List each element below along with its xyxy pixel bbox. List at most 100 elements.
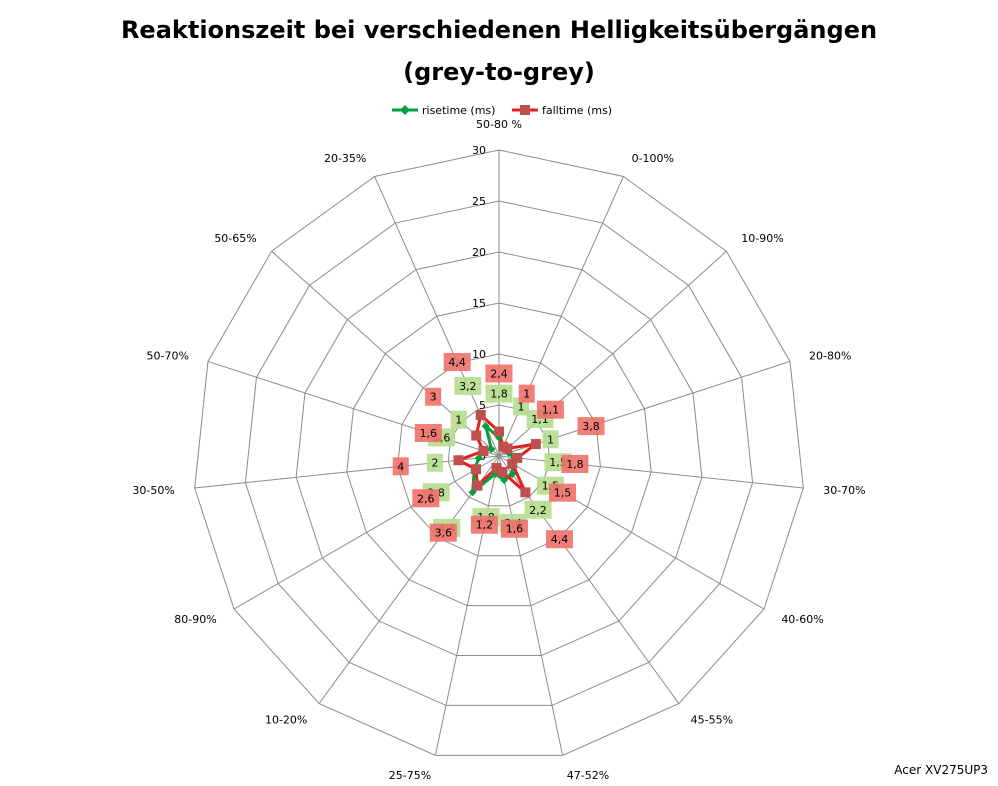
data-label-bg-risetime [454, 376, 482, 395]
data-label-risetime: 1 [455, 414, 462, 427]
grid-spoke-11 [194, 455, 500, 489]
grid-spoke-10 [233, 455, 500, 610]
data-point-falltime [507, 458, 518, 469]
data-label-bg-falltime [577, 417, 605, 436]
tick-label: 25 [472, 195, 486, 208]
category-label: 45-55% [691, 714, 733, 727]
category-label: 25-75% [389, 769, 431, 782]
tick-label: 20 [472, 246, 486, 259]
data-label-falltime: 1,1 [542, 404, 560, 417]
data-label-bg-falltime [470, 515, 498, 534]
data-label-bg-falltime [392, 457, 409, 476]
data-label-bg-falltime [425, 387, 442, 406]
category-label: 20-80% [809, 349, 851, 362]
data-point-falltime [512, 452, 523, 463]
data-point-risetime [508, 470, 517, 479]
data-point-risetime [500, 475, 509, 484]
radar-grid [194, 149, 804, 756]
data-series: 1,811,111,51,52,22,41,84,42,821,613,22,4… [392, 353, 605, 549]
tick-label: 5 [479, 399, 486, 412]
data-label-falltime: 4,4 [551, 533, 569, 546]
tick-label: 10 [472, 348, 486, 361]
chart-title-line1: Reaktionszeit bei verschiedenen Helligke… [121, 16, 877, 44]
data-label-bg-falltime [536, 400, 564, 419]
data-label-falltime: 4 [397, 460, 404, 473]
data-label-falltime: 1 [523, 388, 530, 401]
grid-spoke-7 [498, 455, 564, 756]
category-label: 50-65% [214, 232, 256, 245]
data-label-bg-falltime [561, 454, 589, 473]
grid-ring-10 [397, 353, 601, 557]
data-label-falltime: 1,5 [554, 487, 572, 500]
data-label-bg-risetime [524, 500, 552, 519]
category-label: 50-70% [147, 349, 189, 362]
grid-ring-5 [447, 404, 551, 507]
legend: risetime (ms) falltime (ms) [392, 104, 612, 117]
legend-label-risetime: risetime (ms) [422, 104, 495, 117]
data-point-falltime [478, 445, 489, 456]
tick-label: 0 [479, 450, 486, 463]
data-label-risetime: 2 [431, 457, 438, 470]
grid-spoke-12 [207, 360, 500, 457]
data-label-falltime: 4,4 [448, 356, 466, 369]
data-label-falltime: 1,8 [566, 458, 584, 471]
category-label: 80-90% [174, 613, 216, 626]
category-label: 0-100% [632, 152, 674, 165]
data-point-falltime [475, 410, 486, 421]
data-point-falltime [502, 443, 513, 454]
data-label-bg-falltime [548, 483, 576, 502]
category-labels: 50-80 % 0-100% 10-90% 20-80% 30-70% 40-60% 45-… [132, 118, 865, 782]
data-label-bg-falltime [518, 384, 535, 403]
data-label-risetime: 1 [547, 433, 554, 446]
data-point-falltime [471, 430, 482, 441]
data-label-bg-risetime [426, 453, 443, 472]
data-point-risetime [474, 454, 483, 463]
data-label-falltime: 3 [430, 391, 437, 404]
data-label-falltime: 1,6 [506, 523, 524, 536]
data-label-falltime: 1,2 [476, 519, 494, 532]
category-label: 40-60% [781, 613, 823, 626]
category-label: 10-90% [741, 232, 783, 245]
data-point-falltime [471, 464, 482, 475]
data-point-falltime [497, 466, 508, 477]
data-label-falltime: 2,4 [490, 368, 508, 381]
category-label: 47-52% [567, 769, 609, 782]
data-label-bg-falltime [443, 353, 471, 372]
data-label-bg-risetime [542, 430, 559, 449]
legend-marker-risetime [400, 105, 410, 115]
data-label-bg-falltime [412, 489, 440, 508]
legend-marker-falltime [520, 105, 530, 115]
data-label-falltime: 3,8 [582, 420, 600, 433]
data-label-bg-falltime [414, 424, 442, 443]
radial-axis-ticks: 0 5 10 15 20 25 30 [472, 144, 486, 463]
data-point-risetime [487, 445, 496, 454]
chart-title-line2: (grey-to-grey) [403, 58, 595, 86]
data-point-falltime [491, 462, 502, 473]
grid-ring-15 [346, 302, 652, 607]
grid-ring-30 [194, 149, 804, 756]
data-point-risetime [481, 422, 490, 431]
category-label: 30-70% [823, 484, 865, 497]
tick-label: 30 [472, 144, 486, 157]
grid-spoke-9 [318, 455, 500, 704]
tick-label: 15 [472, 297, 486, 310]
data-point-falltime [530, 439, 541, 450]
grid-ring-25 [244, 200, 754, 706]
data-point-falltime [453, 455, 464, 466]
data-point-falltime [494, 426, 504, 437]
data-label-falltime: 2,6 [417, 492, 435, 505]
data-label-bg-falltime [545, 530, 573, 549]
category-label: 30-50% [132, 484, 174, 497]
data-label-bg-falltime [500, 519, 528, 538]
data-label-risetime: 1,8 [490, 388, 508, 401]
data-point-falltime [520, 487, 531, 498]
data-label-risetime: 2,2 [529, 504, 547, 517]
legend-label-falltime: falltime (ms) [542, 104, 612, 117]
data-label-risetime: 1 [518, 400, 525, 413]
category-label: 20-35% [324, 152, 366, 165]
category-label: 50-80 % [476, 118, 522, 131]
data-label-bg-risetime [485, 384, 513, 403]
data-label-falltime: 1,6 [420, 427, 438, 440]
data-label-bg-risetime [450, 410, 467, 429]
